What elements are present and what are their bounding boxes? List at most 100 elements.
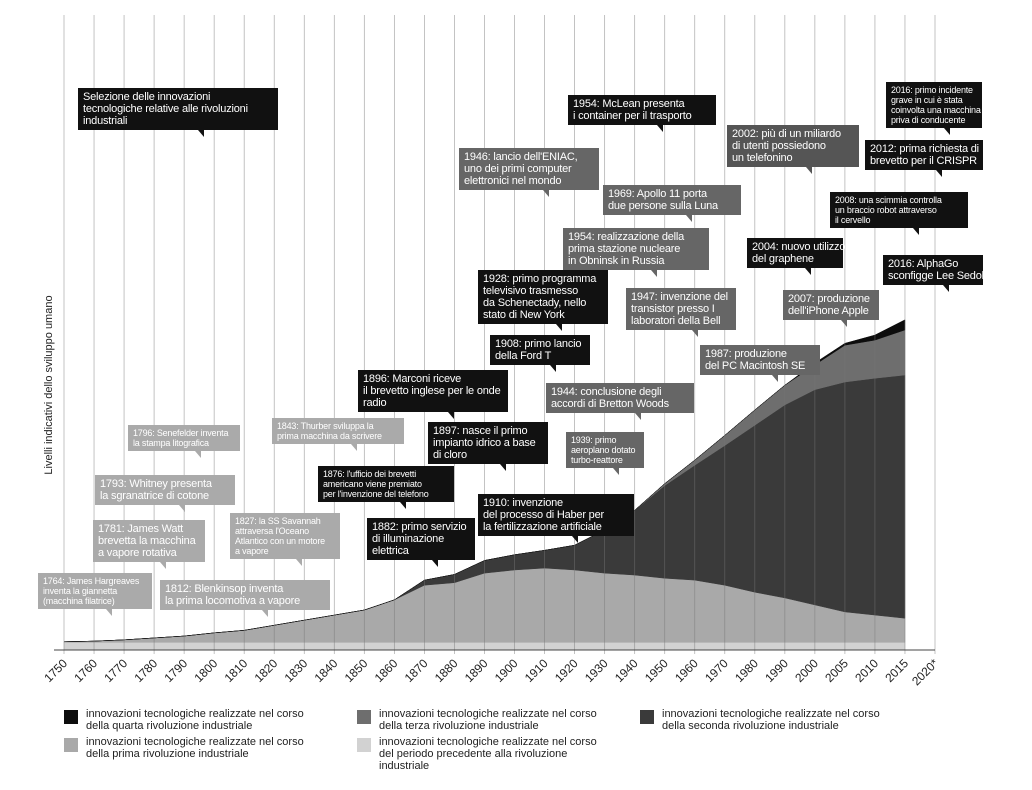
annotation: 1928: primo programma televisivo trasmess… [478,270,608,331]
annotation-line: aeroplano dotato [571,445,636,455]
annotation: 1882: primo servizio di illuminazione elet… [367,518,475,567]
annotation-line: 1987: produzione [705,348,787,360]
x-tick-label: 1820 [252,656,281,685]
x-tick-label: 2020* [909,656,941,688]
x-tick-label: 1910 [522,656,551,685]
annotation-line: 1781: James Watt [98,523,184,535]
x-tick-label: 1860 [372,656,401,685]
annotation-line: uno dei primi computer [464,163,572,175]
annotation: 1781: James Watt brevetta la macchina a va… [93,520,205,569]
annotation-line: a vapore [235,546,269,556]
legend-swatch [357,710,371,724]
annotation-line: americano viene premiato [323,479,422,489]
annotation-line: la sgranatrice di cotone [100,490,209,502]
annotation-line: Atlantico con un motore [235,536,325,546]
annotation-line: 1827: la SS Savannah [235,516,321,526]
annotation: 2002: più di un miliardo di utenti possie… [727,125,859,174]
legend-label: innovazioni tecnologiche realizzate nel … [379,736,597,772]
annotation-line: industriali [83,115,128,127]
annotation-line: a vapore rotativa [98,547,177,559]
annotation-line: dell'iPhone Apple [788,305,869,317]
annotation-line: 2007: produzione [788,293,870,305]
x-tick-label: 1890 [462,656,491,685]
annotation-line: 1796: Senefelder inventa [133,428,229,438]
annotation-line: attraversa l'Oceano [235,526,309,536]
annotation-line: televisivo trasmesso [483,285,579,297]
x-tick-label: 1830 [282,656,311,685]
annotation-line: 1954: McLean presenta [573,98,685,110]
annotation-line: 1843: Thurber sviluppa la [277,421,374,431]
x-tick-label: 1850 [342,656,371,685]
annotation-line: 2008: una scimmia controlla [835,195,942,205]
annotation: 1896: Marconi riceve il brevetto inglese … [358,370,508,419]
annotation-line: 1882: primo servizio [372,521,467,533]
x-tick-label: 2010 [852,656,881,685]
x-tick-label: 2005 [822,656,851,685]
annotation-line: la prima locomotiva a vapore [165,595,301,607]
x-tick-label: 1980 [732,656,761,685]
annotation: 2016: AlphaGo sconfigge Lee Sedol [883,255,984,292]
annotation: 1908: primo lancio della Ford T [490,335,590,372]
annotation-line: elettrica [372,545,409,557]
annotation-line: 2012: prima richiesta di [870,143,979,155]
legend-item: innovazioni tecnologiche realizzate nel … [357,708,597,732]
legend-swatch [64,710,78,724]
annotation-line: un braccio robot attraverso [835,205,937,215]
x-tick-label: 2015 [882,656,911,685]
annotation-line: della Ford T [495,350,552,362]
annotation-line: di utenti possiedono [732,140,826,152]
legend-label: innovazioni tecnologiche realizzate nel … [379,708,597,732]
legend-label: innovazioni tecnologiche realizzate nel … [86,708,304,732]
annotation-line: 2016: primo incidente [891,85,973,95]
legend-label: innovazioni tecnologiche realizzate nel … [86,736,304,760]
x-tick-label: 1780 [131,656,160,685]
annotation-line: 1812: Blenkinsop inventa [165,583,284,595]
annotation-line: in Obninsk in Russia [568,255,665,267]
annotation-line: 2002: più di un miliardo [732,128,841,140]
annotation-line: 1897: nasce il primo [433,425,528,437]
annotation-line: per l'invenzione del telefono [323,489,429,499]
x-tick-label: 1810 [222,656,251,685]
annotation: 1954: McLean presenta i container per il … [568,95,716,132]
annotation-line: elettronici nel mondo [464,175,562,187]
y-axis-label: Livelli indicativi dello sviluppo umano [43,295,55,474]
annotation-line: da Schenectady, nello [483,297,587,309]
annotation-line: la stampa litografica [133,438,209,448]
annotation-line: 1908: primo lancio [495,338,582,350]
annotation-line: laboratori della Bell [631,315,721,327]
annotation-line: i container per il trasporto [573,110,692,122]
annotation-line: sconfigge Lee Sedol [888,270,984,282]
annotation: 2008: una scimmia controlla un braccio ro… [830,192,968,235]
annotation: 1793: Whitney presenta la sgranatrice di … [95,475,235,512]
x-tick-label: 1770 [101,656,130,685]
x-tick-label: 1760 [71,656,100,685]
x-tick-label: 1750 [41,656,70,685]
annotation: 1987: produzione del PC Macintosh SE [700,345,820,382]
annotation-line: turbo-reattore [571,455,623,465]
annotation: 1969: Apollo 11 porta due persone sulla L… [603,185,741,222]
annotation-line: 2004: nuovo utilizzo [752,241,846,253]
x-tick-label: 1800 [192,656,221,685]
annotation-line: tecnologiche relative alle rivoluzioni [83,103,248,115]
legend-label: innovazioni tecnologiche realizzate nel … [662,708,880,732]
annotation-line: 1928: primo programma [483,273,597,285]
annotation-line: Selezione delle innovazioni [83,91,211,103]
annotation-line: inventa la giannetta [43,586,118,596]
annotation-line: 2016: AlphaGo [888,258,959,270]
x-tick-label: 1920 [552,656,581,685]
annotation: Selezione delle innovazioni tecnologiche … [78,88,278,137]
x-tick-label: 1870 [402,656,431,685]
annotation-line: radio [363,397,387,409]
legend-item: innovazioni tecnologiche realizzate nel … [64,736,304,760]
legend-swatch [640,710,654,724]
annotation-line: accordi di Bretton Woods [551,398,669,410]
x-tick-label: 1900 [492,656,521,685]
annotation-line: di cloro [433,449,467,461]
annotation: 1876: l'ufficio dei brevetti americano vi… [318,466,454,509]
x-tick-label: 1990 [762,656,791,685]
x-tick-label: 1880 [432,656,461,685]
annotation-line: il brevetto inglese per le onde [363,385,501,397]
annotation-line: 1946: lancio dell'ENIAC, [464,151,578,163]
annotation-line: 1910: invenzione [483,497,563,509]
